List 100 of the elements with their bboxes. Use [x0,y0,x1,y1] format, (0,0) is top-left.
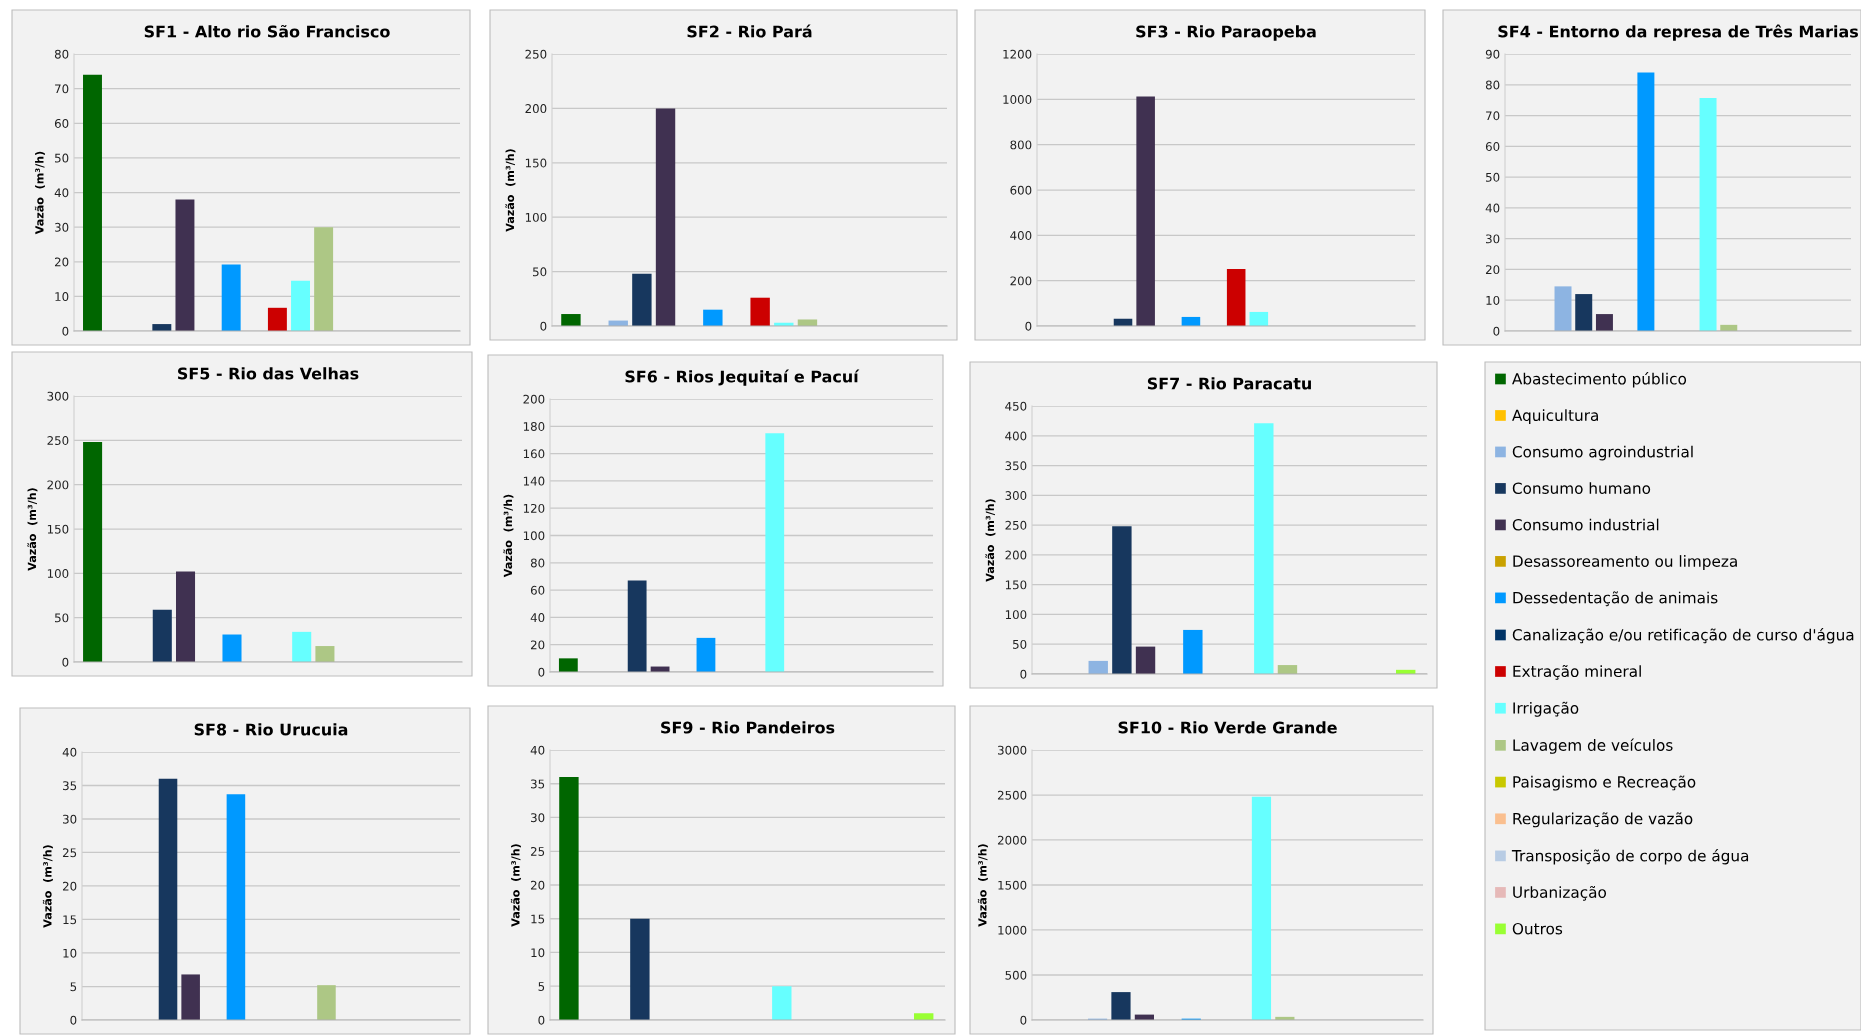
y-tick-label: 1000 [998,925,1027,935]
y-tick-label: 0 [538,1015,545,1025]
y-tick-label: 150 [47,524,69,534]
y-tick-label: 10 [1486,295,1500,305]
y-tick-label: 400 [1005,431,1027,441]
y-axis-title: Vazão (m³/h) [42,845,53,928]
y-tick-label: 300 [47,391,69,401]
y-tick-label: 3000 [997,745,1027,755]
chart-title: SF9 - Rio Pandeiros [661,721,835,734]
y-tick-label: 25 [530,846,545,856]
y-tick-label: 80 [54,49,69,59]
y-tick-label: 200 [1010,276,1032,286]
y-tick-label: 200 [1005,550,1027,560]
y-tick-label: 20 [530,640,545,650]
chart-title: SF10 - Rio Verde Grande [1118,721,1337,734]
y-tick-label: 450 [1005,401,1027,411]
chart-title: SF2 - Rio Pará [687,24,812,38]
y-tick-label: 200 [47,480,69,490]
y-tick-label: 180 [523,422,545,431]
chart-title: SF4 - Entorno da represa de Três Marias [1498,24,1858,41]
y-tick-label: 0 [70,1015,77,1025]
y-tick-label: 150 [1005,580,1027,590]
y-tick-label: 20 [54,257,69,267]
legend-label: Consumo humano [1512,482,1651,494]
y-tick-label: 50 [1486,172,1500,182]
y-tick-label: 120 [523,503,545,513]
y-axis-title: Vazão (m³/h) [34,151,45,235]
y-tick-label: 100 [1005,610,1027,620]
y-tick-label: 10 [55,292,69,302]
y-tick-label: 10 [63,948,77,958]
y-tick-label: 30 [55,222,69,232]
chart-title: SF5 - Rio das Velhas [177,367,359,380]
y-tick-label: 100 [525,212,547,222]
y-tick-label: 400 [1010,231,1032,240]
y-tick-label: 50 [1013,639,1027,649]
y-tick-label: 5 [538,982,545,991]
y-tick-label: 35 [531,779,545,789]
y-tick-label: 100 [47,569,69,578]
y-tick-label: 1000 [1003,95,1032,104]
legend-label: Urbanização [1513,885,1607,901]
y-tick-label: 40 [530,745,545,755]
y-tick-label: 800 [1010,140,1032,150]
y-tick-label: 1200 [1003,49,1032,59]
chart-title: SF3 - Rio Paraopeba [1136,25,1316,41]
legend-label: Transposição de corpo de água [1511,849,1749,865]
legend-label: Canalização e/ou retificação de curso d'água [1512,628,1854,644]
legend-label: Outros [1512,922,1563,935]
y-tick-label: 20 [62,881,77,891]
y-tick-label: 20 [530,880,545,890]
y-axis-title: Vazão (m³/h) [503,494,514,578]
y-tick-label: 0 [1493,326,1500,336]
y-tick-label: 160 [523,449,545,459]
y-tick-label: 1500 [998,880,1027,890]
y-tick-label: 25 [62,848,77,858]
y-tick-label: 300 [1005,491,1027,500]
legend-label: Irrigação [1513,701,1579,717]
y-tick-label: 15 [63,915,77,925]
y-tick-label: 250 [525,49,547,59]
y-tick-label: 200 [523,394,545,404]
chart-title: SF1 - Alto rio São Francisco [144,24,390,38]
y-tick-label: 200 [525,104,547,114]
y-tick-label: 0 [1025,321,1032,331]
y-axis-title: Vazão (m³/h) [985,499,996,582]
y-axis-title: Vazão (m³/h) [27,488,38,571]
y-tick-label: 2000 [997,835,1027,845]
y-tick-label: 50 [55,613,69,623]
y-tick-label: 0 [1020,1015,1027,1025]
y-tick-label: 0 [1020,669,1027,679]
y-tick-label: 60 [1485,142,1500,151]
y-tick-label: 35 [63,781,77,791]
y-tick-label: 40 [62,747,77,757]
y-tick-label: 40 [530,613,545,623]
y-tick-label: 0 [540,321,547,331]
y-tick-label: 30 [531,813,545,823]
legend-label: Regularização de vazão [1513,812,1693,828]
legend-label: Consumo industrial [1512,518,1659,531]
y-tick-label: 150 [525,158,547,168]
y-tick-label: 40 [1485,203,1500,213]
y-tick-label: 70 [1486,111,1500,121]
y-axis-title: Vazão (m³/h) [977,844,988,927]
y-tick-label: 30 [1486,234,1500,244]
y-axis-title: Vazão (m³/h) [510,844,521,927]
y-tick-label: 60 [530,585,545,595]
y-tick-label: 100 [523,531,545,541]
y-tick-label: 250 [47,436,69,445]
legend-label: Paisagismo e Recreação [1513,775,1696,791]
y-tick-label: 30 [63,814,77,824]
y-tick-label: 70 [55,84,69,94]
y-tick-label: 90 [1485,49,1500,59]
y-tick-label: 0 [62,326,69,336]
y-tick-label: 140 [523,476,545,486]
y-tick-label: 20 [1485,265,1500,275]
chart-title: SF7 - Rio Paracatu [1147,377,1311,390]
chart-title: SF8 - Rio Urucuia [194,723,348,736]
legend-label: Abastecimento público [1512,372,1687,388]
y-tick-label: 0 [538,667,545,677]
y-tick-label: 80 [1485,80,1500,90]
y-tick-label: 60 [54,118,69,128]
chart-title: SF6 - Rios Jequitaí e Pacuí [625,369,860,386]
legend-label: Lavagem de veículos [1513,738,1673,754]
